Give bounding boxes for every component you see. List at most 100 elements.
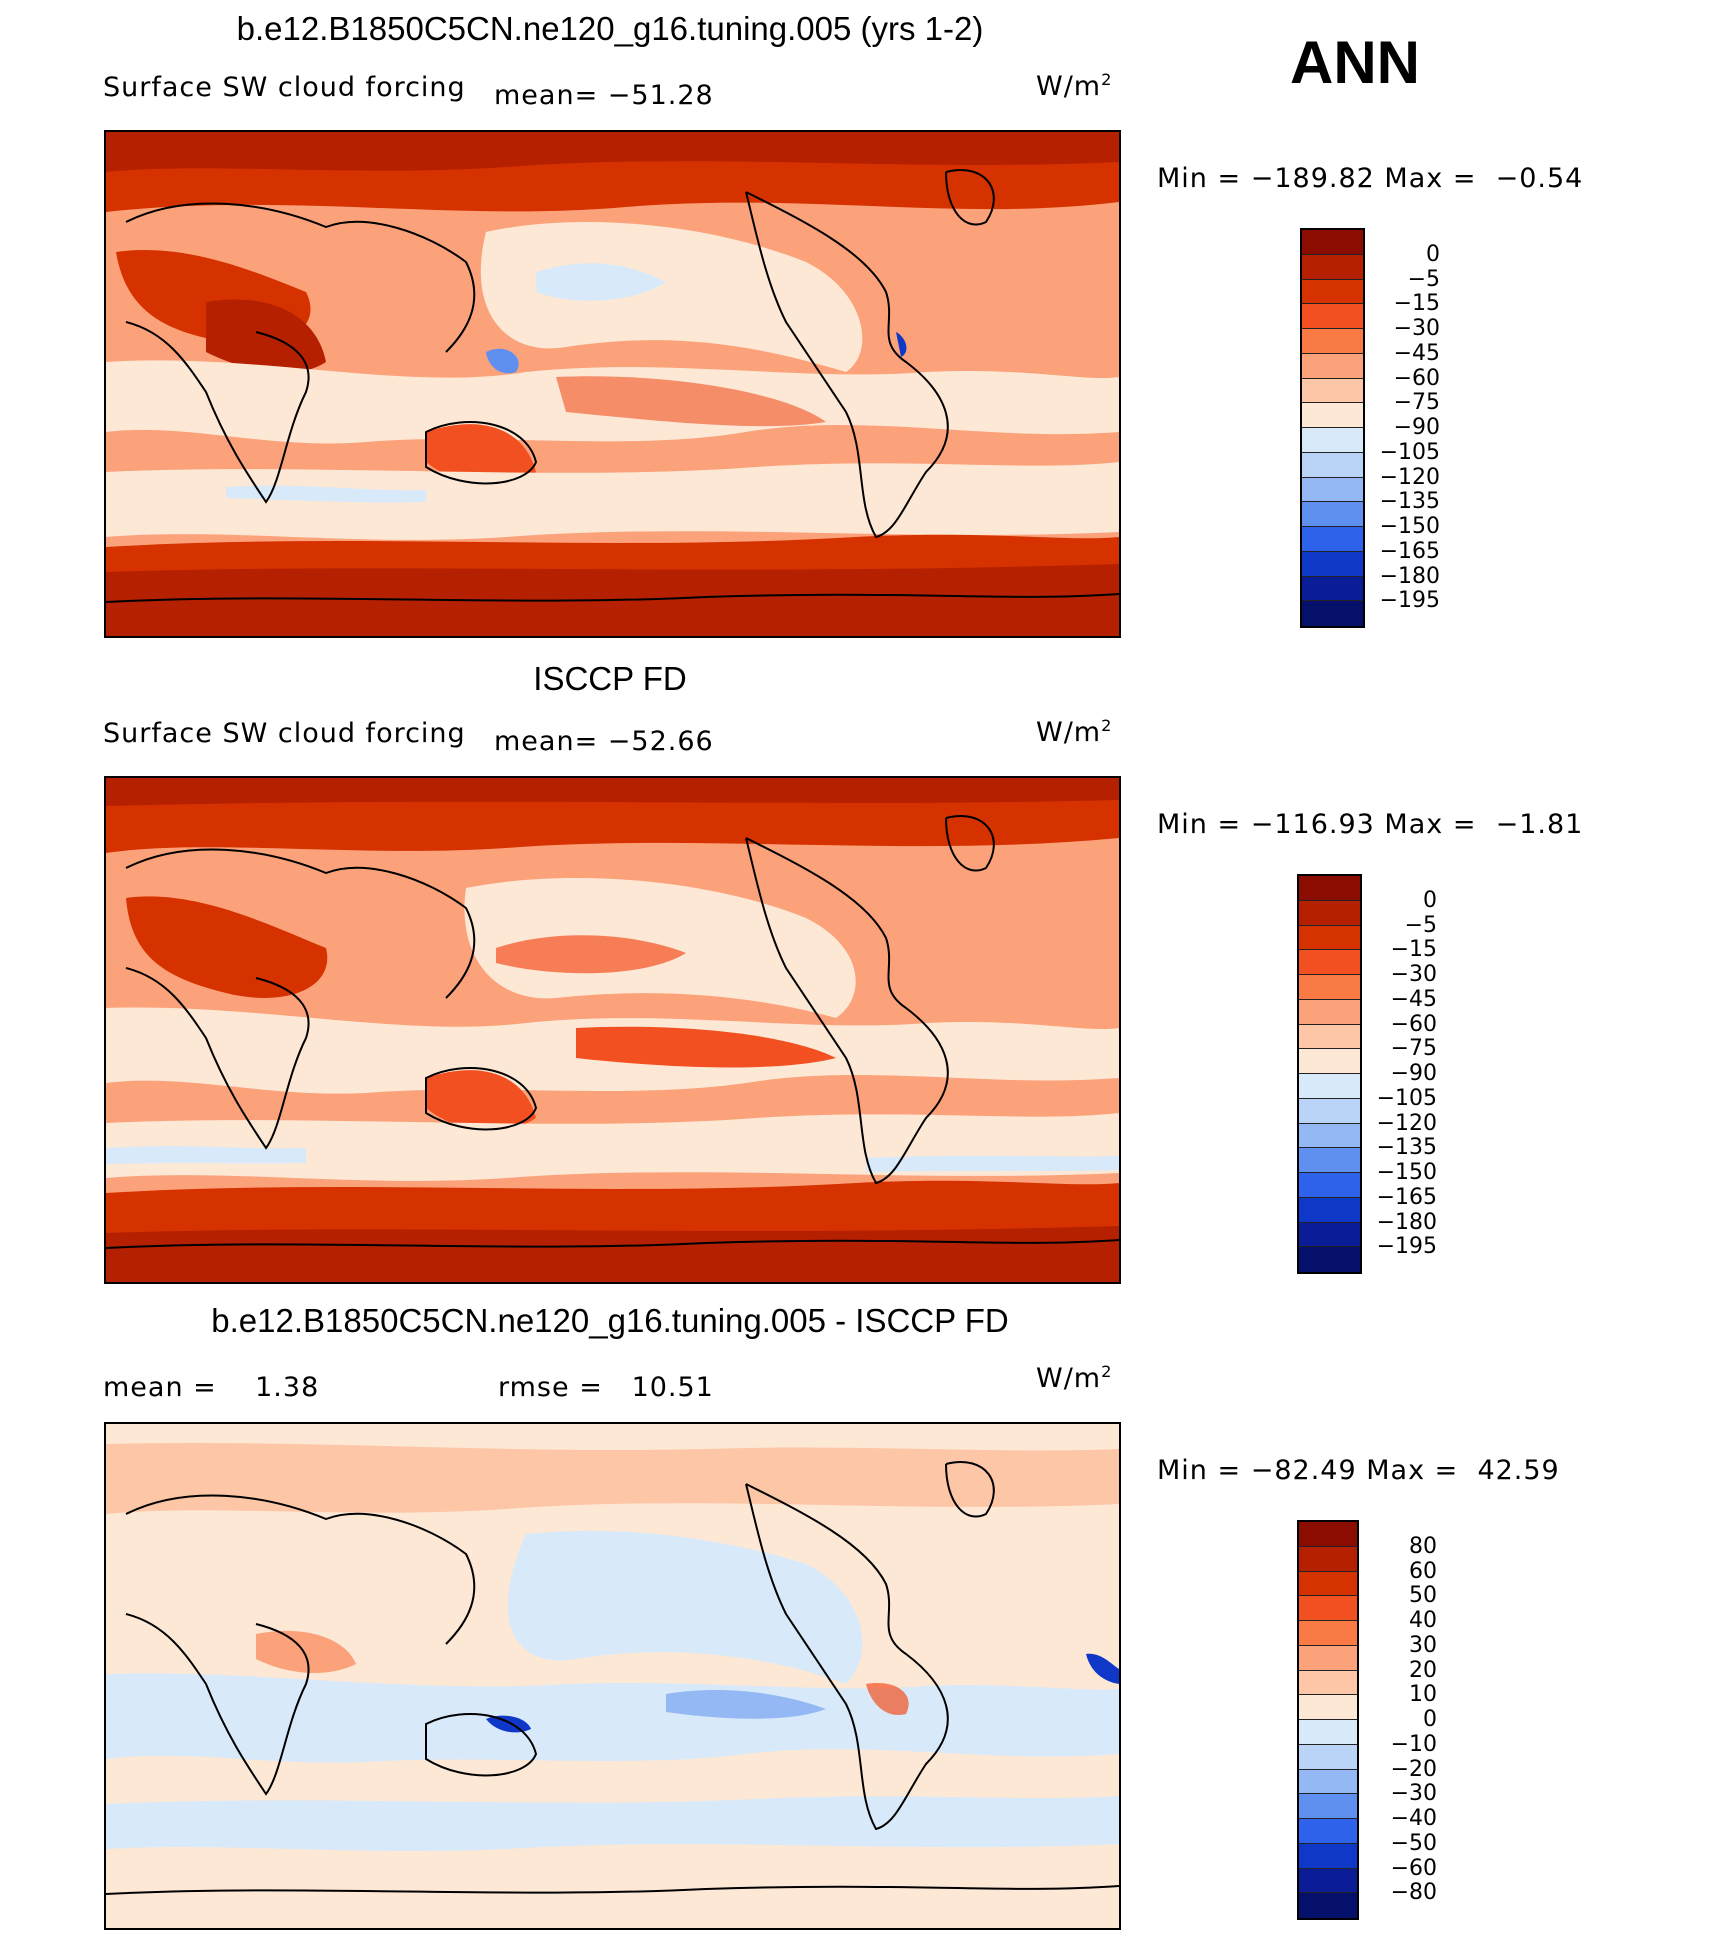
colorbar-swatch xyxy=(1299,1546,1357,1572)
colorbar-tick-label: −135 xyxy=(1379,489,1440,515)
map-model-svg xyxy=(106,132,1119,636)
colorbar-swatch xyxy=(1299,1247,1360,1272)
colorbar-swatch xyxy=(1299,1621,1357,1646)
rmse-value: 10.51 xyxy=(631,1372,714,1403)
colorbar-tick-label: −15 xyxy=(1393,291,1440,317)
colorbar-swatch xyxy=(1302,477,1363,503)
min-value: −116.93 xyxy=(1250,809,1375,840)
colorbar-swatch xyxy=(1299,1024,1360,1050)
panel-title: ISCCP FD xyxy=(533,660,687,697)
map-model xyxy=(104,130,1121,638)
colorbar-tick-label: −75 xyxy=(1393,390,1440,416)
mean-value: −51.28 xyxy=(607,80,714,111)
map-difference xyxy=(104,1422,1121,1930)
colorbar-tick-label: −5 xyxy=(1407,266,1440,292)
rmse-label: rmse = 10.51 xyxy=(498,1372,714,1403)
colorbar-tick-label: −105 xyxy=(1379,439,1440,465)
colorbar-swatch xyxy=(1302,551,1363,577)
colorbar-swatch xyxy=(1299,876,1360,901)
colorbar-tick-label: −30 xyxy=(1390,962,1437,987)
units-label: W/m2 xyxy=(1036,70,1113,102)
mean-value: −52.66 xyxy=(607,726,714,757)
colorbar-swatch xyxy=(1302,502,1363,527)
field-label: Surface SW cloud forcing xyxy=(103,72,466,103)
colorbar-swatch xyxy=(1299,1720,1357,1745)
colorbar-tick-label: −60 xyxy=(1390,1011,1437,1037)
field-label: Surface SW cloud forcing xyxy=(103,718,466,749)
colorbar-swatch xyxy=(1299,1744,1357,1770)
colorbar-tick-label: −10 xyxy=(1390,1731,1437,1757)
colorbar-tick-label: −120 xyxy=(1376,1110,1437,1136)
min-max-readout: Min = −189.82 Max = −0.54 xyxy=(1157,163,1584,194)
colorbar-tick-label: −165 xyxy=(1379,538,1440,564)
colorbar-swatch xyxy=(1299,1670,1357,1696)
min-max-readout: Min = −82.49 Max = 42.59 xyxy=(1157,1455,1560,1486)
map-obs-svg xyxy=(106,778,1119,1282)
colorbar-swatch xyxy=(1299,1596,1357,1621)
mean-label: mean= −51.28 xyxy=(494,80,714,111)
colorbar-tick-label: −105 xyxy=(1376,1085,1437,1111)
max-value: −0.54 xyxy=(1495,163,1584,194)
colorbar-tick-label: −75 xyxy=(1390,1036,1437,1062)
colorbar-swatch xyxy=(1299,999,1360,1025)
map-difference-svg xyxy=(106,1424,1119,1928)
colorbar-tick-label: 80 xyxy=(1409,1533,1437,1559)
mean-label: mean= −52.66 xyxy=(494,726,714,757)
colorbar-swatch xyxy=(1302,428,1363,453)
colorbar-tick-label: 10 xyxy=(1409,1682,1437,1708)
colorbar-swatch xyxy=(1302,329,1363,354)
colorbar-tick-label: 30 xyxy=(1409,1632,1437,1658)
colorbar-swatch xyxy=(1302,601,1363,626)
colorbar-tick-label: 0 xyxy=(1423,1707,1437,1732)
colorbar-swatch xyxy=(1299,1222,1360,1248)
colorbar-swatch xyxy=(1302,304,1363,329)
mean-value: 1.38 xyxy=(255,1372,320,1403)
colorbar-swatch xyxy=(1302,576,1363,602)
colorbar-swatch xyxy=(1299,1794,1357,1819)
colorbar-tick-label: −180 xyxy=(1379,563,1440,589)
map-obs xyxy=(104,776,1121,1284)
colorbar-swatch xyxy=(1299,925,1360,951)
panel-title: b.e12.B1850C5CN.ne120_g16.tuning.005 (yr… xyxy=(236,10,984,47)
colorbar-tick-label: −15 xyxy=(1390,937,1437,963)
colorbar xyxy=(1297,874,1362,1274)
colorbar-tick-label: −165 xyxy=(1376,1184,1437,1210)
colorbar-tick-label: −90 xyxy=(1390,1061,1437,1086)
colorbar-tick-label: −45 xyxy=(1390,986,1437,1012)
panel-title: b.e12.B1850C5CN.ne120_g16.tuning.005 - I… xyxy=(211,1302,1009,1339)
colorbar-swatch xyxy=(1299,1893,1357,1918)
colorbar xyxy=(1300,228,1365,628)
colorbar-swatch xyxy=(1299,1074,1360,1099)
colorbar-tick-label: −60 xyxy=(1393,365,1440,391)
colorbar-tick-label: −150 xyxy=(1379,514,1440,539)
colorbar-tick-label: −195 xyxy=(1376,1234,1437,1260)
colorbar-swatch xyxy=(1299,1769,1357,1795)
colorbar-swatch xyxy=(1299,1571,1357,1597)
units-label: W/m2 xyxy=(1036,1362,1113,1394)
max-value: −1.81 xyxy=(1495,809,1584,840)
colorbar-tick-label: −120 xyxy=(1379,464,1440,490)
colorbar-swatch xyxy=(1302,230,1363,255)
colorbar-swatch xyxy=(1302,353,1363,379)
colorbar-swatch xyxy=(1299,1098,1360,1124)
colorbar-tick-label: 40 xyxy=(1409,1608,1437,1633)
colorbar-tick-label: −30 xyxy=(1390,1781,1437,1807)
colorbar-tick-label: −30 xyxy=(1393,316,1440,341)
colorbar-tick-label: −150 xyxy=(1376,1160,1437,1185)
colorbar-swatch xyxy=(1299,975,1360,1000)
colorbar-tick-label: −90 xyxy=(1393,415,1440,440)
mean-label: mean = 1.38 xyxy=(103,1372,320,1403)
colorbar-swatch xyxy=(1299,1197,1360,1223)
season-label: ANN xyxy=(1290,29,1420,96)
colorbar-tick-label: 50 xyxy=(1409,1583,1437,1609)
colorbar-swatch xyxy=(1302,279,1363,305)
colorbar-tick-label: −195 xyxy=(1379,588,1440,614)
colorbar-tick-label: 60 xyxy=(1409,1558,1437,1584)
colorbar-swatch xyxy=(1299,1819,1357,1844)
colorbar-swatch xyxy=(1299,900,1360,926)
colorbar-swatch xyxy=(1299,1843,1357,1869)
colorbar-swatch xyxy=(1299,1148,1360,1173)
colorbar-swatch xyxy=(1302,452,1363,478)
colorbar-swatch xyxy=(1299,1522,1357,1547)
max-value: 42.59 xyxy=(1477,1455,1560,1486)
